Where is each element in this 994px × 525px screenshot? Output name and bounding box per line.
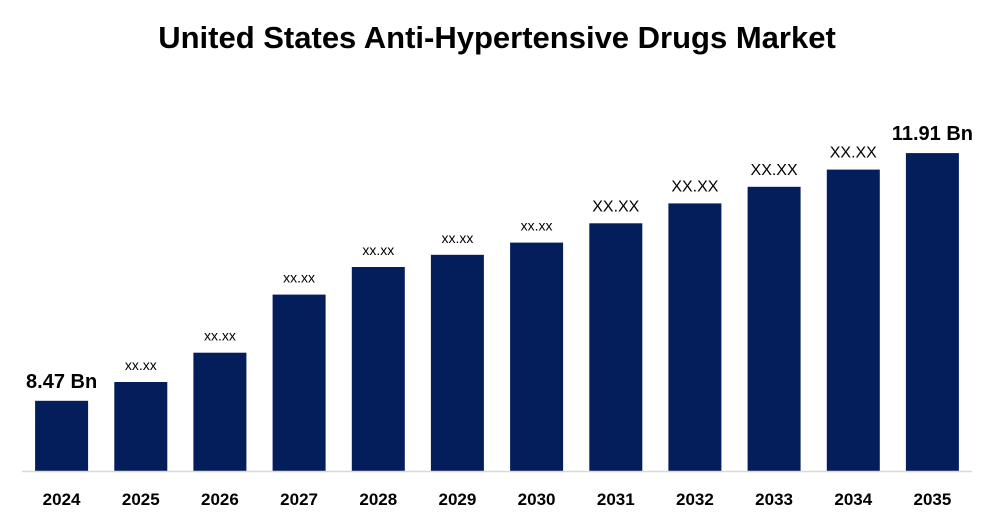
data-label-2030: xx.xx <box>521 218 553 234</box>
data-labels-layer: 8.47 Bn xx.xx xx.xx xx.xx xx.xx xx.xx xx.xx XX.… <box>26 123 973 393</box>
x-tick-2026: 2026 <box>201 490 239 509</box>
bar-2033 <box>747 186 801 472</box>
x-tick-2027: 2027 <box>280 490 318 509</box>
x-tick-2028: 2028 <box>359 490 397 509</box>
data-label-2025: xx.xx <box>125 357 157 373</box>
x-tick-labels-layer: 2024 2025 2026 2027 2028 2029 2030 2031 2032 2033… <box>43 490 952 509</box>
x-tick-2034: 2034 <box>834 490 872 509</box>
bar-2028 <box>351 267 405 471</box>
data-label-2033: XX.XX <box>751 162 798 179</box>
x-tick-2031: 2031 <box>597 490 635 509</box>
bar-2027 <box>272 294 326 471</box>
x-tick-2025: 2025 <box>122 490 160 509</box>
bar-2025 <box>114 382 168 471</box>
bars-layer <box>35 153 959 472</box>
bar-2026 <box>193 352 247 471</box>
x-tick-2033: 2033 <box>755 490 793 509</box>
chart-title: United States Anti-Hypertensive Drugs Ma… <box>158 20 836 55</box>
x-tick-2035: 2035 <box>913 490 951 509</box>
bar-2029 <box>430 254 484 471</box>
data-label-2035: 11.91 Bn <box>892 123 973 145</box>
x-tick-2029: 2029 <box>438 490 476 509</box>
x-tick-2030: 2030 <box>518 490 556 509</box>
data-label-2026: xx.xx <box>204 328 236 344</box>
bar-2035 <box>905 153 959 471</box>
bar-2032 <box>668 203 722 471</box>
data-label-2029: xx.xx <box>441 230 473 246</box>
bar-2024 <box>35 400 89 471</box>
data-label-2034: XX.XX <box>830 145 877 162</box>
bar-2031 <box>589 223 643 471</box>
bar-2030 <box>510 242 564 471</box>
x-tick-2032: 2032 <box>676 490 714 509</box>
data-label-2028: xx.xx <box>362 242 394 258</box>
bar-2034 <box>826 169 880 471</box>
data-label-2024: 8.47 Bn <box>26 371 97 393</box>
x-tick-2024: 2024 <box>43 490 81 509</box>
data-label-2027: xx.xx <box>283 270 315 286</box>
data-label-2031: XX.XX <box>592 198 639 215</box>
data-label-2032: XX.XX <box>671 178 718 195</box>
